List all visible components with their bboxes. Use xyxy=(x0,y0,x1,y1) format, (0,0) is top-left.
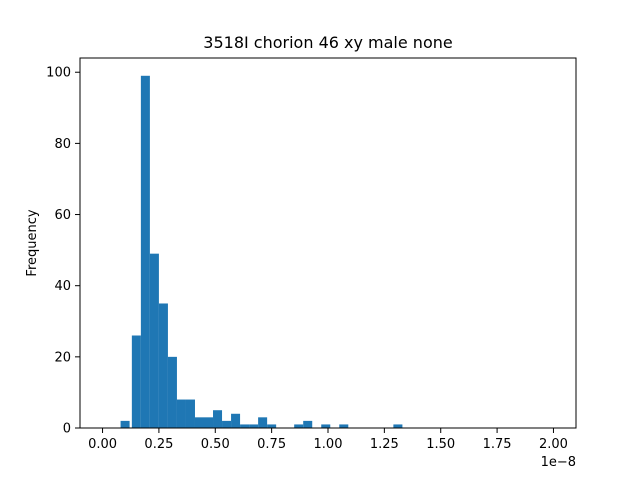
x-tick-label-4: 1.00 xyxy=(314,437,343,452)
histogram-bar-11 xyxy=(222,420,232,428)
y-axis-label: Frequency xyxy=(25,209,40,276)
histogram-bar-20 xyxy=(339,424,349,428)
x-tick-label-5: 1.25 xyxy=(370,437,399,452)
histogram-bar-21 xyxy=(393,424,403,428)
histogram-bar-7 xyxy=(185,399,195,428)
x-tick-label-7: 1.75 xyxy=(483,437,512,452)
histogram-bar-19 xyxy=(321,424,331,428)
x-axis-offset-text: 1e−8 xyxy=(541,455,576,470)
y-tick-label-4: 80 xyxy=(54,137,71,152)
histogram-bar-3 xyxy=(149,253,159,428)
histogram-bar-9 xyxy=(204,417,214,428)
x-tick-label-1: 0.25 xyxy=(144,437,173,452)
histogram-bar-10 xyxy=(213,410,223,428)
y-axis-ticks: 0 20 40 60 80 100 xyxy=(46,66,80,437)
x-tick-label-0: 0.00 xyxy=(88,437,117,452)
histogram-bar-17 xyxy=(294,424,304,428)
chart-title: 3518I chorion 46 xy male none xyxy=(203,33,452,52)
x-tick-label-6: 1.50 xyxy=(426,437,455,452)
histogram-bar-14 xyxy=(249,424,259,428)
histogram-bar-8 xyxy=(194,417,204,428)
histogram-bar-18 xyxy=(303,420,313,428)
x-tick-label-2: 0.50 xyxy=(201,437,230,452)
histogram-bar-4 xyxy=(158,303,168,428)
histogram-bar-6 xyxy=(176,399,186,428)
y-tick-label-2: 40 xyxy=(54,279,71,294)
histogram-bar-0 xyxy=(120,420,130,428)
histogram-bar-1 xyxy=(131,335,141,428)
histogram-bar-5 xyxy=(167,356,177,428)
x-tick-label-3: 0.75 xyxy=(257,437,286,452)
histogram-bar-12 xyxy=(231,413,241,428)
y-tick-label-1: 20 xyxy=(54,350,71,365)
y-tick-label-0: 0 xyxy=(63,422,71,437)
histogram-bar-13 xyxy=(240,424,250,428)
y-tick-label-5: 100 xyxy=(46,66,71,81)
histogram-bar-15 xyxy=(258,417,268,428)
y-tick-label-3: 60 xyxy=(54,208,71,223)
x-axis-ticks: 0.00 0.25 0.50 0.75 1.00 1.25 1.50 1.75 2.00 xyxy=(88,428,568,452)
bars-group xyxy=(120,75,403,428)
x-tick-label-8: 2.00 xyxy=(539,437,568,452)
histogram-bar-16 xyxy=(267,424,277,428)
histogram-bar-2 xyxy=(140,75,150,428)
